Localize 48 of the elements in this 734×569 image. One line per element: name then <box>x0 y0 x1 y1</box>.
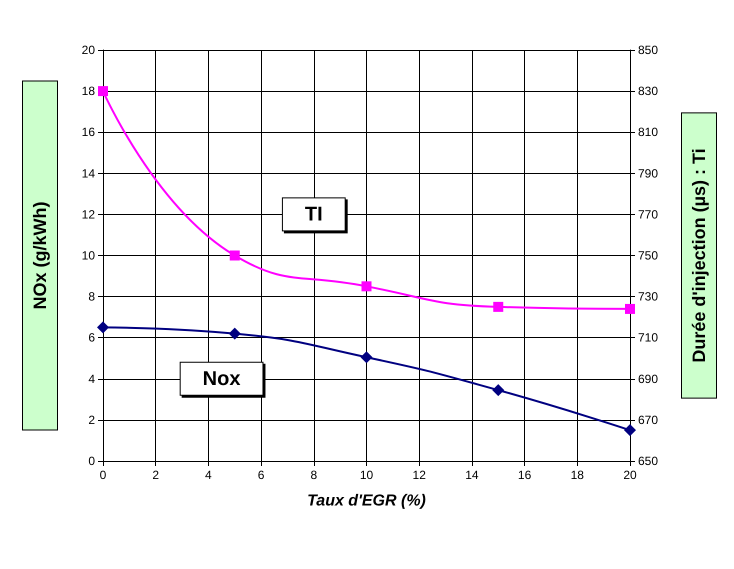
y-tick-label: 0 <box>88 454 96 468</box>
x-tick-label: 6 <box>258 468 265 482</box>
x-tick-label: 2 <box>152 468 160 482</box>
point <box>360 351 372 364</box>
y2-tick-label: 710 <box>638 330 658 345</box>
x-axis-title: Taux d'EGR (%) <box>307 492 426 510</box>
y-tick-label: 8 <box>88 290 96 304</box>
x-tick-label: 18 <box>570 468 584 482</box>
y2-tick-label: 690 <box>638 372 658 386</box>
x-tick-label: 12 <box>412 468 426 482</box>
y-tick-label: 10 <box>82 248 96 262</box>
text: TI <box>304 203 323 226</box>
point <box>97 321 109 334</box>
point <box>493 302 504 312</box>
point <box>230 250 240 260</box>
y2-axis-title: Durée d'injection (µs) : Ti <box>689 148 709 363</box>
x-tick-label: 14 <box>465 468 479 482</box>
point <box>362 281 372 292</box>
point <box>624 424 636 436</box>
y2-tick-label: 770 <box>638 207 658 222</box>
x-tick-label: 10 <box>360 468 374 482</box>
y2-tick-label: 810 <box>638 125 658 140</box>
x-tick-label: 16 <box>518 468 532 482</box>
y-tick-label: 16 <box>82 125 96 140</box>
point <box>228 328 241 340</box>
y-tick-label: 12 <box>82 207 96 222</box>
point <box>98 86 108 96</box>
point <box>492 384 504 396</box>
x-tick-label: 0 <box>100 468 107 482</box>
y2-tick-label: 730 <box>638 290 658 304</box>
y2-tick-label: 670 <box>638 412 658 427</box>
y2-tick-label: 790 <box>638 166 658 180</box>
y2-tick-label: 830 <box>638 84 658 98</box>
x-tick-label: 20 <box>623 468 637 482</box>
x-tick-label: 4 <box>205 468 212 482</box>
x-tick-label: 8 <box>310 468 318 482</box>
y2-tick-label: 650 <box>638 454 658 468</box>
y-axis-title: NOx (g/kWh) <box>30 202 50 310</box>
y-tick-label: 4 <box>88 372 96 386</box>
point <box>625 304 635 314</box>
y2-tick-label: 850 <box>638 43 658 57</box>
y-tick-label: 20 <box>82 43 96 57</box>
y-tick-label: 2 <box>88 412 96 427</box>
y-tick-label: 18 <box>82 84 96 98</box>
series-label: Nox <box>202 368 240 390</box>
y-tick-label: 14 <box>82 166 96 180</box>
y2-tick-label: 750 <box>638 248 658 262</box>
y-tick-label: 6 <box>88 330 96 345</box>
